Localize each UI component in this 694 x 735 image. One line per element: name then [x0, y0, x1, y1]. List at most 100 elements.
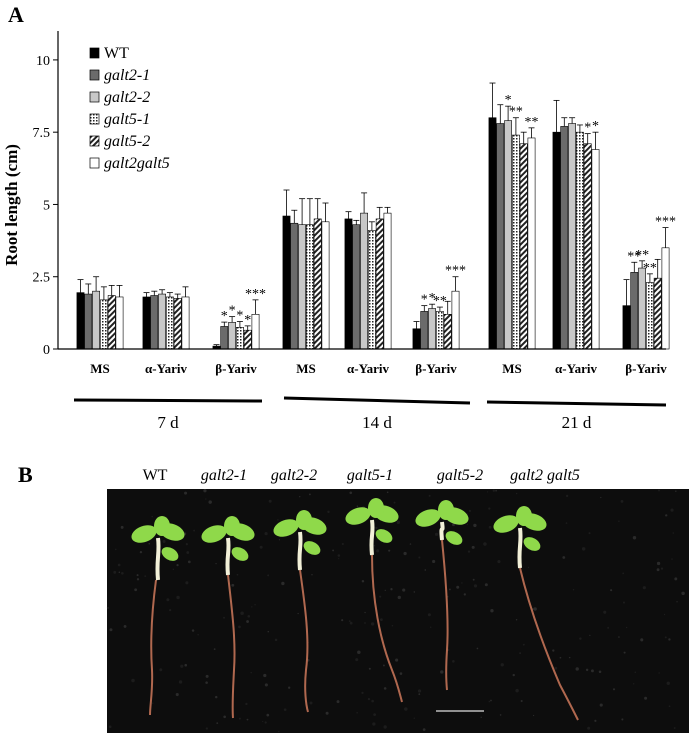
soil-speck: [668, 705, 671, 708]
bar: [352, 224, 361, 350]
soil-speck: [205, 727, 208, 730]
soil-speck: [532, 714, 535, 717]
group-brackets: 7 d 14 d 21 d: [73, 396, 667, 432]
soil-speck: [123, 624, 127, 628]
group-bracket-line: [73, 398, 263, 403]
soil-speck: [274, 638, 278, 642]
soil-speck: [216, 722, 219, 725]
bar: [115, 296, 124, 350]
soil-speck: [349, 621, 353, 625]
group-label: 21 d: [562, 413, 592, 432]
soil-speck: [404, 707, 408, 711]
soil-speck: [396, 520, 401, 525]
bar: [383, 212, 392, 350]
soil-speck: [658, 489, 660, 492]
soil-speck: [395, 658, 399, 662]
leaf: [224, 516, 240, 536]
soil-speck: [390, 588, 393, 591]
soil-speck: [452, 523, 455, 527]
bar: [84, 293, 93, 350]
seedling: [201, 516, 255, 719]
bar: [488, 117, 497, 350]
soil-speck: [456, 585, 460, 589]
legend-entry: galt2galt5: [104, 155, 170, 172]
significance-mark: *: [505, 93, 512, 108]
soil-speck: [666, 681, 670, 686]
soil-speck: [668, 638, 671, 641]
legend-entry: WT: [104, 45, 129, 62]
significance-mark: ***: [245, 287, 266, 302]
soil-speck: [246, 718, 249, 721]
soil-speck: [422, 728, 426, 731]
soil-speck: [515, 619, 518, 621]
leaf: [303, 541, 321, 555]
leaf: [231, 547, 249, 561]
soil-speck: [676, 601, 678, 603]
soil-speck: [418, 693, 421, 696]
soil-speck: [621, 718, 624, 721]
soil-speck: [591, 669, 594, 673]
soil-speck: [660, 567, 664, 570]
y-tick-label: 2.5: [33, 271, 51, 286]
y-axis-ticks: 0 2.5 5 7.5 10: [33, 54, 58, 358]
category-label: MS: [296, 361, 316, 376]
significance-mark: *: [584, 121, 591, 136]
soil-speck: [361, 691, 364, 695]
soil-speck: [488, 507, 491, 510]
soil-speck: [197, 634, 199, 636]
soil-speck: [632, 683, 635, 685]
soil-speck: [267, 630, 270, 633]
cotyledon: [273, 519, 299, 537]
soil-speck: [364, 611, 366, 614]
soil-speck: [473, 584, 478, 588]
soil-speck: [191, 629, 195, 632]
soil-speck: [533, 607, 537, 611]
seedling-label: galt5-1: [347, 467, 393, 484]
root: [371, 554, 403, 703]
legend-entry: galt5-2: [104, 133, 150, 150]
soil-speck: [565, 494, 569, 498]
significance-mark: **: [509, 105, 523, 120]
significance-mark: *: [236, 309, 243, 324]
soil-speck: [281, 581, 285, 586]
legend-entry: galt2-2: [104, 89, 150, 106]
soil-speck: [480, 716, 482, 718]
soil-speck: [213, 648, 216, 651]
seedling: [415, 500, 469, 691]
soil-speck: [372, 722, 376, 726]
significance-mark: *: [221, 309, 228, 324]
root: [149, 579, 157, 716]
soil-speck: [205, 681, 208, 684]
soil-speck: [588, 532, 591, 535]
bar: [645, 282, 654, 350]
soil-speck: [337, 554, 341, 557]
soil-speck: [515, 688, 519, 693]
significance-mark: **: [635, 248, 649, 263]
bar: [298, 224, 306, 350]
soil-speck: [238, 625, 241, 629]
soil-speck: [231, 583, 235, 587]
soil-speck: [632, 536, 637, 540]
bar: [591, 149, 600, 350]
soil-speck: [490, 609, 494, 613]
soil-speck: [245, 702, 248, 706]
significance-mark: *: [244, 313, 251, 328]
seedling-label: galt5-2: [437, 467, 483, 484]
legend-swatch: [89, 113, 100, 125]
bar: [496, 123, 505, 350]
soil-speck: [278, 539, 281, 541]
soil-speck: [672, 532, 675, 534]
bar: [251, 314, 260, 350]
soil-speck: [612, 688, 616, 691]
bar: [290, 222, 299, 350]
soil-speck: [468, 509, 472, 512]
soil-speck: [203, 489, 207, 493]
bar: [653, 277, 662, 350]
soil-speck: [336, 700, 340, 704]
seedling-photo: [106, 489, 689, 733]
soil-speck: [623, 651, 626, 654]
bar: [142, 296, 151, 350]
bar: [243, 329, 252, 350]
bar: [638, 267, 646, 350]
bar: [360, 212, 368, 350]
